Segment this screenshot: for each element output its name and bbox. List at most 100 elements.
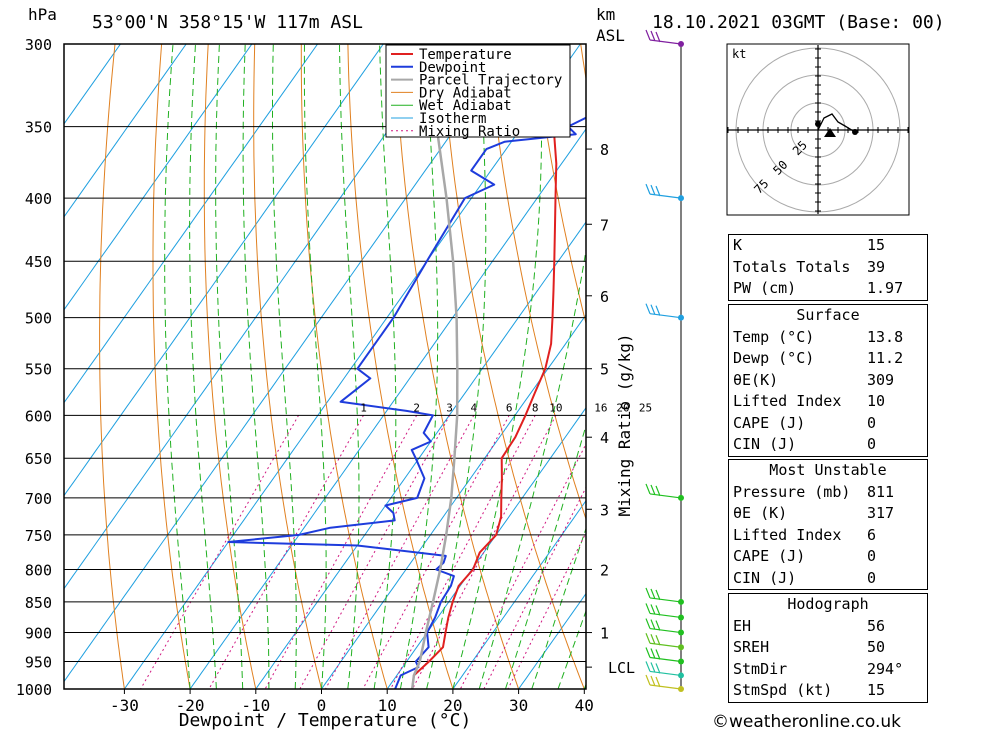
location-title: 53°00'N 358°15'W 117m ASL	[92, 12, 363, 33]
mixing-ratio-label: 20	[616, 401, 629, 414]
mixing-ratio-label: 8	[532, 401, 539, 414]
storm-motion-marker	[824, 128, 836, 137]
isotherm-line	[64, 44, 121, 125]
row-value: 811	[867, 482, 895, 501]
series-line-dewpoint	[227, 116, 586, 689]
barb-shape	[645, 29, 682, 45]
pressure-tick-label: 950	[25, 654, 52, 672]
barb-shape	[645, 183, 682, 199]
hodograph-trace	[817, 113, 856, 133]
hodograph-stats-title: Hodograph	[787, 595, 869, 613]
table-row: StmDir 294°	[729, 659, 927, 681]
table-row: Dewp (°C) 11.2	[729, 348, 927, 370]
table-row: Temp (°C) 13.8	[729, 327, 927, 349]
wet-adiabat-line	[531, 527, 586, 689]
x-tick-label: -20	[176, 696, 205, 715]
wet-adiabat-line	[164, 44, 191, 689]
x-tick-label: 0	[317, 696, 327, 715]
row-label: Lifted Index	[733, 525, 842, 544]
table-row: Pressure (mb) 811	[729, 482, 927, 504]
mixing-ratio-line	[459, 443, 586, 689]
x-axis-label: Dewpoint / Temperature (°C)	[179, 710, 472, 731]
row-label: StmDir	[733, 659, 788, 678]
row-value: 15	[867, 236, 886, 254]
mixing-ratio-label: 6	[506, 401, 513, 414]
legend-entry: Dewpoint	[419, 60, 486, 76]
table-row: EH 56	[729, 616, 927, 638]
mixing-ratio-label: 10	[549, 401, 562, 414]
wind-barb	[645, 29, 682, 45]
wet-adiabat-line	[452, 44, 543, 689]
isotherm-line	[64, 44, 450, 590]
mixing-ratio-line	[362, 415, 510, 689]
pressure-tick-label: 800	[25, 561, 52, 579]
table-row: θE(K) 309	[729, 370, 927, 392]
legend-entry: Wet Adiabat	[419, 98, 512, 114]
legend-entry: Mixing Ratio	[419, 124, 520, 140]
height-tick-label: 4	[600, 429, 609, 447]
row-label: CAPE (J)	[733, 547, 806, 565]
dry-adiabat-line	[533, 44, 586, 326]
row-value: 309	[867, 370, 895, 389]
row-value: 317	[867, 504, 895, 522]
footer-credit[interactable]: ©weatheronline.co.uk	[712, 712, 902, 732]
mixing-ratio-label: 4	[470, 401, 477, 414]
pressure-tick-label: 850	[25, 594, 52, 612]
x-tick-label: -30	[110, 696, 139, 715]
legend-entry: Isotherm	[419, 111, 486, 127]
pressure-tick-label: 900	[25, 625, 52, 643]
height-tick-label: 2	[600, 561, 609, 579]
row-label: EH	[733, 616, 752, 635]
series-line-temperature	[411, 44, 559, 689]
height-tick-label: 1	[600, 625, 609, 643]
row-label: θE(K)	[733, 370, 779, 389]
pressure-tick-label: 1000	[16, 681, 52, 699]
wet-adiabat-line	[272, 44, 297, 689]
table-row: CAPE (J) 0	[729, 413, 927, 435]
barb-shape	[645, 303, 682, 319]
row-value: 11.2	[867, 349, 904, 367]
mixing-ratio-label: 2	[413, 401, 420, 414]
row-value: 0	[867, 413, 877, 432]
barb-shape	[645, 618, 682, 634]
row-label: Lifted Index	[733, 392, 842, 410]
legend-entry: Temperature	[419, 47, 512, 63]
dry-adiabat-line	[253, 44, 322, 689]
row-value: 50	[867, 638, 886, 656]
pressure-tick-label: 400	[25, 190, 52, 208]
row-label: StmSpd (kt)	[733, 681, 833, 699]
isotherm-line	[64, 44, 319, 404]
dry-adiabat-line	[953, 44, 1000, 689]
row-label: SREH	[733, 638, 770, 656]
barb-shape	[645, 661, 682, 677]
surface-panel: Surface Temp (°C) 13.8 Dewp (°C) 11.2 θE(K) 3…	[728, 304, 928, 457]
row-value: 0	[867, 547, 877, 565]
dry-adiabat-line	[99, 44, 125, 689]
row-value: 6	[867, 525, 877, 544]
pressure-unit-label: hPa	[28, 5, 57, 24]
barb-shape	[645, 483, 682, 499]
pressure-tick-label: 450	[25, 253, 52, 271]
indices-panel: K 15 Totals Totals 39 PW (cm) 1.97	[728, 234, 928, 301]
row-value: 0	[867, 435, 877, 453]
mixing-ratio-label: 25	[639, 401, 652, 414]
row-label: Totals Totals	[733, 257, 851, 276]
x-tick-label: 40	[575, 696, 594, 715]
datetime-title: 18.10.2021 03GMT (Base: 00)	[652, 12, 945, 33]
row-value: 10	[867, 392, 886, 410]
row-label: CIN (J)	[733, 435, 797, 453]
hodograph-point	[815, 121, 821, 127]
pressure-tick-label: 300	[25, 36, 52, 54]
wind-barb	[645, 647, 682, 663]
legend-entry: Parcel Trajectory	[419, 73, 562, 89]
wind-barb	[645, 303, 682, 319]
table-row: K 15	[729, 235, 927, 257]
barb-shape	[645, 633, 682, 648]
most-unstable-title: Most Unstable	[769, 461, 887, 479]
pressure-tick-label: 550	[25, 361, 52, 379]
row-label: PW (cm)	[733, 279, 797, 297]
table-row: CIN (J) 0	[729, 434, 927, 456]
wind-barb	[645, 183, 682, 199]
wet-adiabat-line	[339, 44, 360, 689]
